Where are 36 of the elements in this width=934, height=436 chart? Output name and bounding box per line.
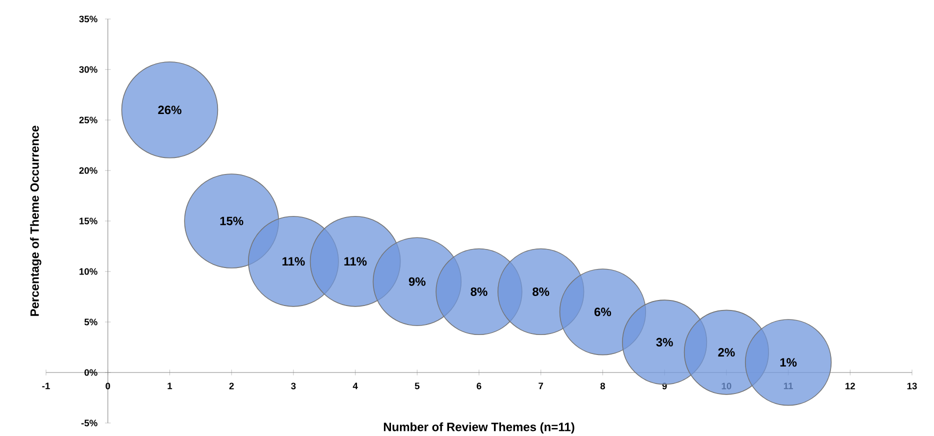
x-tick-label: 2 [229,382,234,390]
x-tick-label: 12 [846,382,855,390]
data-label: 3% [656,338,673,346]
data-label: 8% [532,287,550,296]
y-tick-label: 0% [84,369,98,376]
x-tick-label: 6 [476,382,482,390]
x-tick-label: 5 [414,382,420,390]
data-label: 1% [780,358,797,367]
y-tick-label: 10% [80,268,98,275]
y-tick-label: 20% [79,167,98,174]
y-tick-label: 35% [79,16,98,22]
x-axis-title: Number of Review Themes (n=11) [384,422,574,434]
x-tick-label: 11 [784,382,793,390]
x-tick-label: 7 [538,382,544,390]
data-label: 9% [408,277,426,286]
data-label: 8% [470,287,488,296]
y-tick-label: 25% [79,116,98,124]
y-tick-label: -5% [81,420,98,426]
x-tick-label: 3 [291,382,296,390]
x-tick-label: 13 [907,382,917,390]
data-label: 6% [594,308,612,316]
x-tick-label: 4 [352,382,358,390]
data-label: 26% [158,106,182,114]
x-tick-label: 8 [600,382,606,390]
data-label: 11% [344,257,367,266]
x-tick-label: 1 [168,382,172,390]
x-tick-label: 10 [722,382,732,390]
data-label: 11% [282,257,305,266]
data-label: 15% [220,216,244,226]
y-tick-label: 30% [79,66,98,73]
y-tick-label: 15% [80,218,98,224]
x-tick-label: -1 [42,382,50,390]
y-tick-label: 5% [84,318,98,326]
y-axis-title: Percentage of Theme Occurrence [30,126,42,316]
x-tick-label: 0 [106,382,110,390]
data-label: 2% [718,348,735,357]
